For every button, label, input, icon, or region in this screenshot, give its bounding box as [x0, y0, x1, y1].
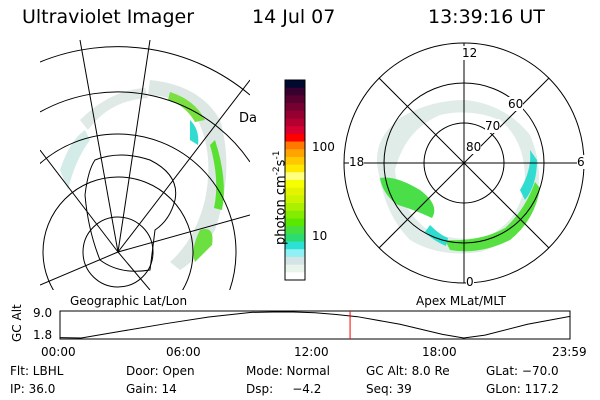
lat-label-70: 70 — [485, 119, 501, 133]
colorbar-band — [285, 180, 305, 189]
x-tick-1200: 12:00 — [294, 345, 329, 359]
status-gain: Gain: 14 — [126, 382, 177, 396]
colorbar-band — [285, 126, 305, 135]
status-ip: IP: 36.0 — [10, 382, 56, 396]
colorbar-band — [285, 195, 305, 204]
gc-alt-plot — [59, 310, 571, 340]
colorbar-tick-100: 100 — [312, 140, 335, 154]
colorbar-band — [285, 110, 305, 119]
x-tick-0600: 06:00 — [166, 345, 201, 359]
status-glat: GLat: −70.0 — [486, 364, 559, 378]
plot-frame — [59, 310, 571, 340]
status-door: Door: Open — [126, 364, 195, 378]
colorbar-unit: photon cm-2s-1 — [272, 151, 288, 245]
unit-s: s — [273, 159, 289, 167]
mlt-label-6: 6 — [577, 155, 585, 169]
colorbar-band — [285, 233, 305, 243]
svg-text:Da: Da — [239, 111, 257, 126]
instrument-title: Ultraviolet Imager — [22, 6, 195, 28]
y-tick-9: 9.0 — [33, 306, 53, 320]
colorbar-band — [285, 272, 305, 281]
status-filter: Flt: LBHL — [10, 364, 64, 378]
y-tick-1-8: 1.8 — [33, 328, 53, 342]
lat-label-80: 80 — [466, 140, 482, 154]
apex-label: Apex MLat/MLT — [416, 294, 506, 308]
colorbar-band — [285, 149, 305, 158]
colorbar-band — [285, 156, 305, 166]
unit-exp2: -1 — [272, 150, 282, 160]
status-seq: Seq: 39 — [366, 382, 412, 396]
colorbar-band — [285, 103, 305, 112]
mlt-label-18: 18 — [349, 155, 365, 169]
x-tick-2359: 23:59 — [552, 345, 587, 359]
gc-alt-line — [59, 311, 571, 339]
time-label: 13:39:16 UT — [428, 6, 545, 28]
colorbar — [285, 80, 305, 281]
colorbar-frame — [284, 79, 306, 281]
y-axis-label: GC Alt — [10, 304, 24, 342]
colorbar-band — [285, 87, 305, 96]
colorbar-band — [285, 172, 305, 181]
status-gc-alt: GC Alt: 8.0 Re — [366, 364, 450, 378]
colorbar-band — [285, 203, 305, 212]
colorbar-band — [285, 218, 305, 227]
apex-polar-map — [343, 42, 585, 284]
colorbar-band — [285, 256, 305, 266]
x-tick-0000: 00:00 — [41, 345, 76, 359]
colorbar-tick-10: 10 — [312, 229, 328, 243]
status-glon: GLon: 117.2 — [486, 382, 559, 396]
status-mode: Mode: Normal — [246, 364, 330, 378]
colorbar-band — [285, 141, 305, 150]
colorbar-band — [285, 95, 305, 104]
colorbar-band — [285, 210, 305, 219]
colorbar-band — [285, 241, 305, 250]
date-label: 14 Jul 07 — [252, 6, 336, 28]
unit-exp1: -2 — [272, 166, 282, 176]
colorbar-band — [285, 264, 305, 273]
geographic-map: Da — [40, 39, 257, 290]
x-tick-1800: 18:00 — [422, 345, 457, 359]
status-dsp: Dsp: −4.2 — [246, 382, 322, 396]
colorbar-band — [285, 133, 305, 143]
mlt-label-12: 12 — [462, 46, 478, 60]
colorbar-band — [285, 118, 305, 127]
colorbar-band — [285, 80, 305, 89]
colorbar-band — [285, 187, 305, 196]
colorbar-band — [285, 226, 305, 235]
colorbar-band — [285, 164, 305, 173]
mlt-label-0: 0 — [466, 275, 474, 289]
unit-text: photon cm — [273, 175, 289, 245]
colorbar-band — [285, 249, 305, 258]
lat-label-60: 60 — [508, 97, 524, 111]
geographic-label: Geographic Lat/Lon — [70, 294, 188, 308]
aurora-left — [60, 80, 227, 270]
